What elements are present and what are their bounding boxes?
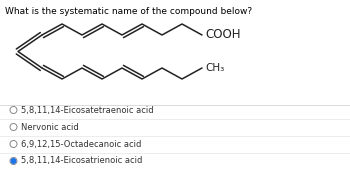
Text: CH₃: CH₃ bbox=[205, 63, 224, 73]
Circle shape bbox=[11, 159, 16, 163]
Text: Nervonic acid: Nervonic acid bbox=[21, 122, 79, 132]
Text: What is the systematic name of the compound below?: What is the systematic name of the compo… bbox=[5, 7, 252, 16]
Text: COOH: COOH bbox=[205, 29, 240, 42]
Text: 5,8,11,14-Eicosatrienoic acid: 5,8,11,14-Eicosatrienoic acid bbox=[21, 156, 142, 166]
Text: 5,8,11,14-Eicosatetraenoic acid: 5,8,11,14-Eicosatetraenoic acid bbox=[21, 105, 154, 115]
Text: 6,9,12,15-Octadecanoic acid: 6,9,12,15-Octadecanoic acid bbox=[21, 139, 141, 149]
